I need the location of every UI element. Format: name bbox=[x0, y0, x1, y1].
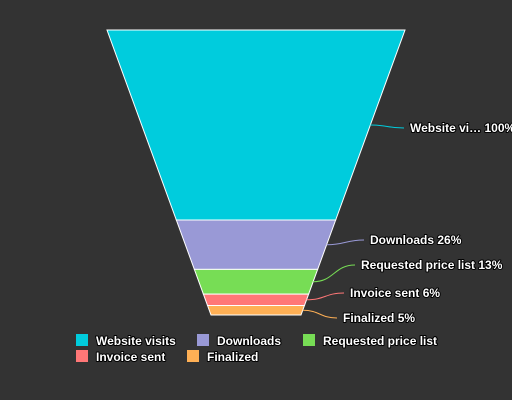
legend-swatch bbox=[303, 334, 315, 346]
funnel-label-name: Requested price list bbox=[361, 258, 478, 272]
legend-swatch bbox=[187, 350, 199, 362]
funnel-label-value: 6% bbox=[423, 286, 441, 300]
legend-item-invoice-sent[interactable]: Invoice sent bbox=[76, 350, 165, 364]
funnel-slice-website-visits[interactable] bbox=[107, 30, 405, 220]
legend-item-website-visits[interactable]: Website visits bbox=[76, 334, 176, 348]
legend-label: Invoice sent bbox=[96, 350, 165, 364]
funnel-label-downloads: Downloads 26% bbox=[370, 233, 462, 247]
funnel-label-name: Finalized bbox=[343, 311, 398, 325]
funnel-label-name: Website vi… bbox=[410, 121, 484, 135]
funnel-label-value: 100% bbox=[484, 121, 512, 135]
funnel-label-requested-price-list: Requested price list 13% bbox=[361, 258, 503, 272]
funnel-slice-downloads[interactable] bbox=[176, 220, 335, 269]
funnel-label-value: 5% bbox=[398, 311, 416, 325]
legend-label: Finalized bbox=[207, 350, 258, 364]
connector-downloads bbox=[327, 240, 364, 245]
connector-requested-price-list bbox=[313, 265, 355, 282]
legend-item-requested-price-list[interactable]: Requested price list bbox=[303, 334, 437, 348]
connector-invoice-sent bbox=[307, 293, 344, 300]
legend-swatch bbox=[197, 334, 209, 346]
funnel-label-value: 13% bbox=[478, 258, 502, 272]
legend-label: Website visits bbox=[96, 334, 176, 348]
legend-item-finalized[interactable]: Finalized bbox=[187, 350, 258, 364]
funnel-label-finalized: Finalized 5% bbox=[343, 311, 415, 325]
legend-swatch bbox=[76, 334, 88, 346]
funnel-slice-finalized[interactable] bbox=[208, 306, 305, 316]
funnel-label-value: 26% bbox=[437, 233, 461, 247]
legend-swatch bbox=[76, 350, 88, 362]
funnel-label-name: Invoice sent bbox=[350, 286, 423, 300]
funnel-label-invoice-sent: Invoice sent 6% bbox=[350, 286, 440, 300]
funnel-slice-invoice-sent[interactable] bbox=[203, 294, 308, 305]
funnel-label-website-visits: Website vi… 100% bbox=[410, 121, 512, 135]
connector-finalized bbox=[303, 310, 337, 318]
connector-website-visits bbox=[370, 125, 404, 128]
legend-label: Requested price list bbox=[323, 334, 437, 348]
legend-item-downloads[interactable]: Downloads bbox=[197, 334, 281, 348]
funnel-slice-requested-price-list[interactable] bbox=[194, 269, 317, 294]
legend-label: Downloads bbox=[217, 334, 281, 348]
funnel-label-name: Downloads bbox=[370, 233, 437, 247]
